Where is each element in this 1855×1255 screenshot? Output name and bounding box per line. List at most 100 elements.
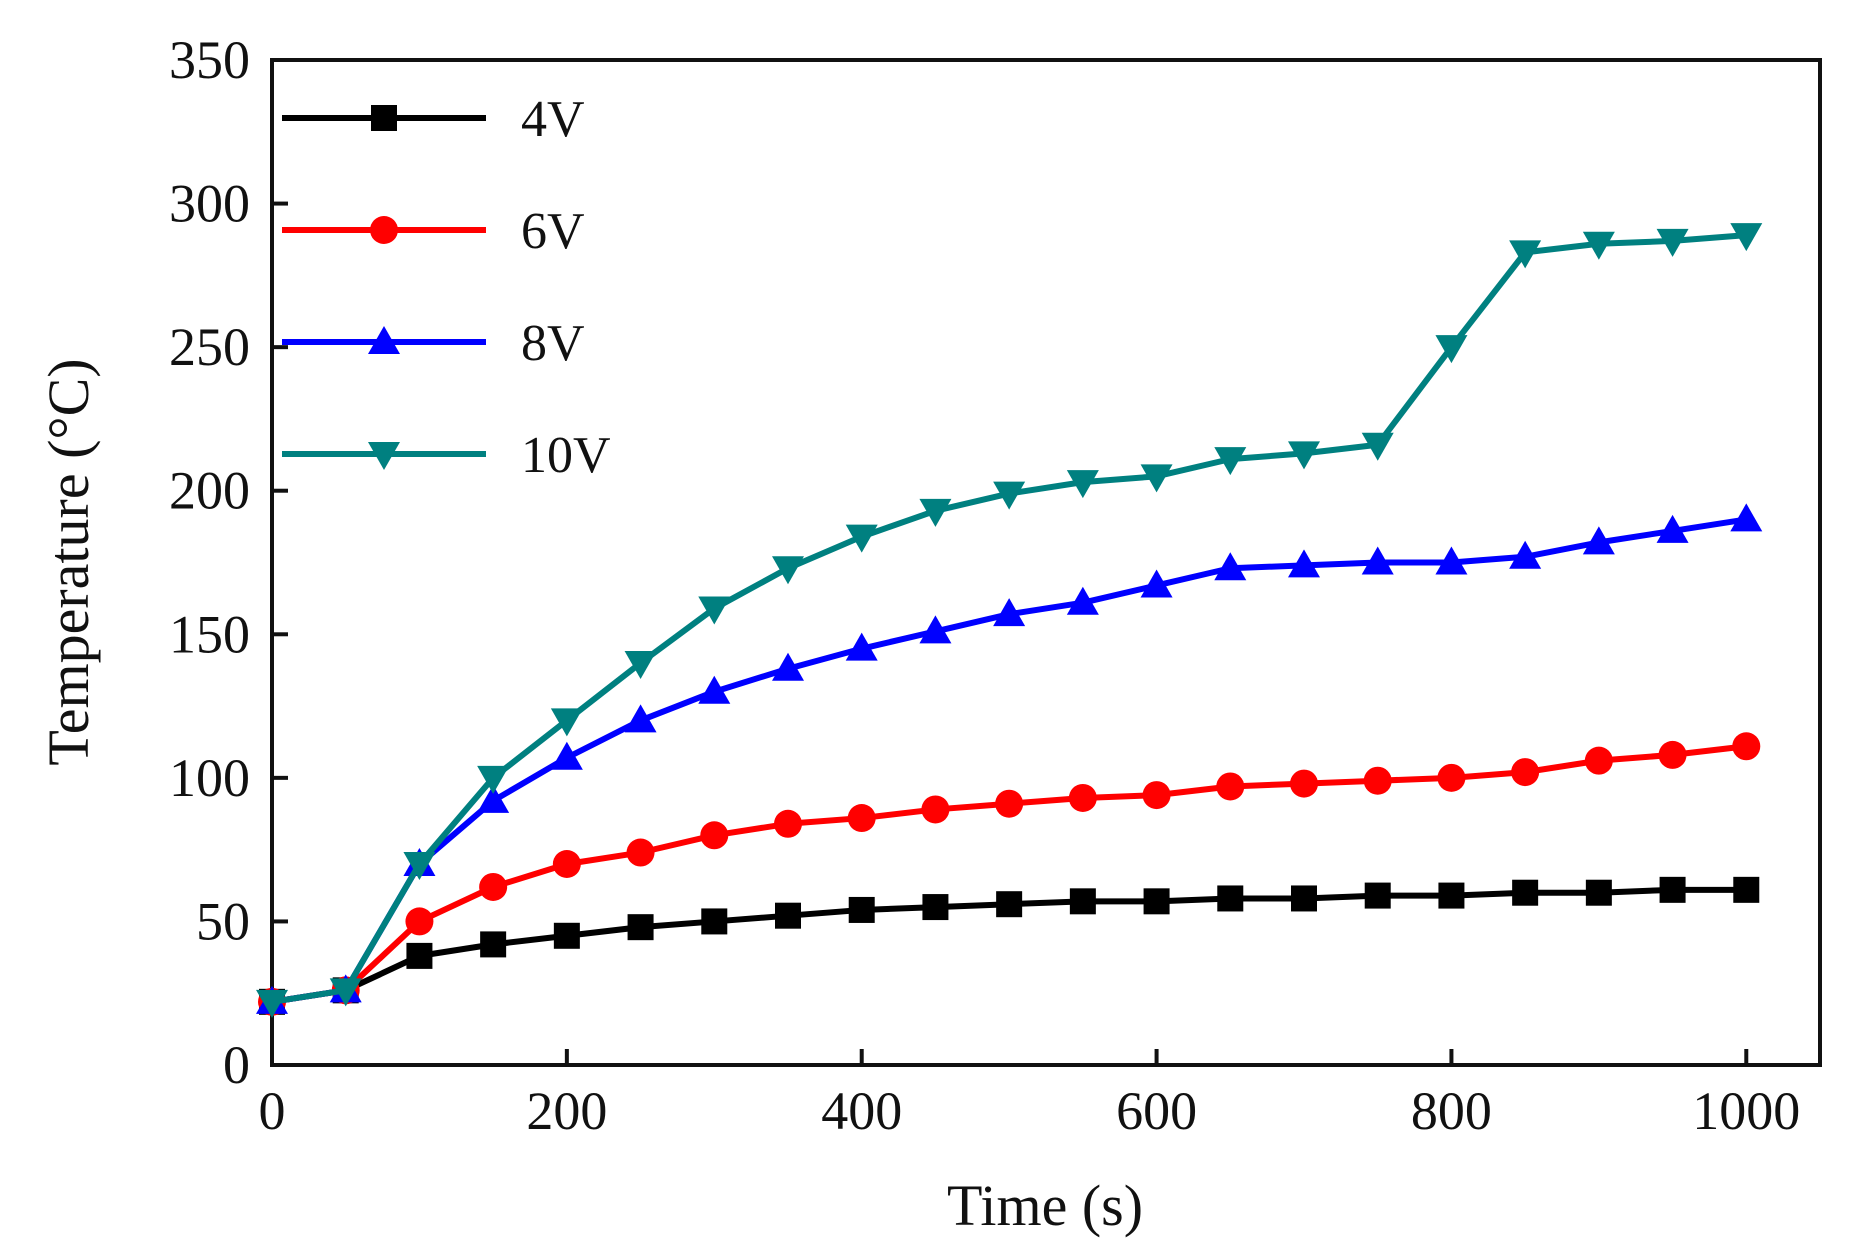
data-point-4v <box>701 908 728 935</box>
data-point-10v <box>550 708 583 737</box>
data-point-6v <box>552 850 581 878</box>
x-tick-label: 200 <box>526 1081 607 1141</box>
data-point-4v <box>1217 885 1244 912</box>
plot-frame <box>270 58 1822 1067</box>
data-point-4v <box>406 942 433 969</box>
series-layer <box>256 223 1763 1018</box>
y-tick-label: 200 <box>169 461 250 521</box>
data-point-10v <box>1066 470 1099 499</box>
data-point-10v <box>329 978 362 1007</box>
x-tick-label: 400 <box>821 1081 902 1141</box>
data-point-10v <box>1214 447 1247 476</box>
data-point-8v <box>1582 526 1615 555</box>
data-point-4v <box>1364 882 1391 909</box>
data-point-4v <box>1585 879 1612 906</box>
data-point-4v <box>775 902 801 929</box>
legend-item-6v: 6V <box>282 203 585 260</box>
y-tick-label: 50 <box>196 891 250 951</box>
data-point-10v <box>1509 240 1542 269</box>
data-point-8v <box>1361 546 1394 575</box>
data-point-8v <box>1214 552 1247 581</box>
series-4v <box>259 876 1760 1015</box>
data-point-8v <box>1288 549 1320 578</box>
data-point-8v <box>1656 514 1689 543</box>
data-point-4v <box>1438 882 1465 909</box>
data-point-8v <box>550 741 583 770</box>
data-point-8v <box>993 598 1026 627</box>
data-point-10v <box>256 989 288 1018</box>
y-tick-label: 150 <box>169 604 250 664</box>
data-point-8v <box>698 675 731 704</box>
series-6v <box>258 732 1761 1016</box>
data-point-6v <box>1068 783 1097 812</box>
data-point-6v <box>405 907 434 936</box>
data-point-4v <box>1069 888 1096 915</box>
data-point-8v <box>1730 503 1763 532</box>
data-point-10v <box>477 765 510 794</box>
data-point-10v <box>1361 432 1394 461</box>
data-point-6v <box>700 821 729 850</box>
legend-label-6v: 6V <box>521 203 585 260</box>
data-point-10v <box>1656 228 1689 257</box>
data-point-8v <box>919 615 952 644</box>
data-point-6v <box>1584 746 1613 775</box>
data-point-8v <box>624 704 657 733</box>
y-tick-label: 350 <box>169 30 250 90</box>
data-point-4v <box>996 891 1023 918</box>
data-point-10v <box>845 524 878 553</box>
y-axis-label: Temperature (°C) <box>36 358 101 765</box>
data-point-6v <box>1363 766 1392 795</box>
data-point-4v <box>1143 888 1170 915</box>
data-point-8v <box>1509 540 1542 569</box>
x-tick-label: 0 <box>259 1081 286 1141</box>
data-point-6v <box>1142 781 1171 810</box>
data-point-4v <box>1291 885 1317 912</box>
legend-marker-6v <box>370 216 398 244</box>
legend-marker-8v <box>368 326 400 354</box>
data-point-8v <box>772 652 804 681</box>
x-tick-label: 600 <box>1116 1081 1197 1141</box>
data-point-4v <box>848 896 875 923</box>
data-point-6v <box>1290 769 1318 798</box>
data-point-6v <box>1658 740 1687 769</box>
legend-item-4v: 4V <box>282 91 585 148</box>
legend-label-8v: 8V <box>521 315 585 372</box>
data-point-4v <box>627 914 654 941</box>
y-tick-label: 250 <box>169 317 250 377</box>
legend-label-4v: 4V <box>521 91 585 148</box>
legend: 4V 6V 8V 10V <box>282 91 611 484</box>
data-point-6v <box>774 809 802 838</box>
data-point-8v <box>1140 569 1173 598</box>
data-point-8v <box>1435 546 1468 575</box>
data-point-10v <box>624 651 657 679</box>
data-point-6v <box>1732 732 1761 761</box>
data-point-8v <box>845 632 878 661</box>
legend-item-10v: 10V <box>282 427 611 484</box>
data-point-10v <box>698 596 731 625</box>
data-point-10v <box>1288 441 1320 470</box>
data-point-10v <box>1435 335 1468 364</box>
data-point-4v <box>480 931 507 958</box>
x-tick-label: 1000 <box>1692 1081 1800 1141</box>
data-point-6v <box>1511 758 1540 787</box>
y-tick-label: 0 <box>223 1035 250 1095</box>
data-point-4v <box>1659 876 1686 903</box>
y-tick-label: 100 <box>169 748 250 808</box>
legend-marker-10v <box>368 442 400 470</box>
data-point-6v <box>921 795 950 824</box>
legend-marker-4v <box>371 105 397 131</box>
data-point-6v <box>626 838 655 867</box>
data-point-10v <box>1582 231 1615 260</box>
data-point-6v <box>1216 772 1245 801</box>
data-point-6v <box>847 804 876 833</box>
x-axis-label: Time (s) <box>947 1173 1143 1238</box>
data-point-4v <box>1512 879 1539 906</box>
y-tick-label: 300 <box>169 174 250 234</box>
data-point-10v <box>1730 223 1763 252</box>
data-point-4v <box>553 922 580 949</box>
axis-ticks: 0 200 400 600 800 1000 0 50 100 150 200 250 300 350 <box>169 30 1800 1141</box>
legend-label-10v: 10V <box>521 427 611 484</box>
series-10v <box>256 223 1763 1018</box>
data-point-10v <box>1140 464 1173 493</box>
